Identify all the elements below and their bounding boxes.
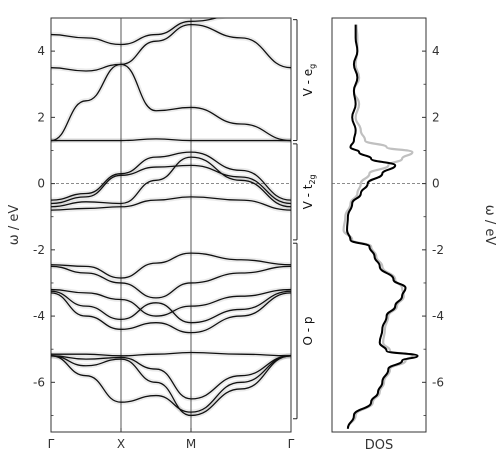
band-y-tick-label: 4 [37,44,45,58]
band-4 [51,151,291,201]
band-8 [51,252,291,279]
region-label-text: O - p [301,316,315,345]
band-13 [51,351,291,357]
dos-y-tick-label: 0 [432,177,440,191]
dos-y-tick-label: -6 [432,375,444,389]
dos-series-1 [342,24,414,429]
band-9 [51,265,291,299]
band-y-ticks: -6 -4 -2 0 2 4 [33,17,55,416]
band-y-tick-label: 0 [37,177,45,191]
dos-y-tick-label: 4 [432,44,440,58]
band-6 [51,156,291,208]
band-plot-frame [50,17,292,433]
dos-panel: -6 -4 -2 0 2 4 DOS ω / eV [331,17,497,453]
band-y-tick-label: -4 [33,309,45,323]
band-3 [51,63,291,142]
dos-series-0 [346,24,419,429]
band-x-tick-label: Γ [288,437,295,451]
region-label: V - eg [301,64,317,97]
band-16-shadow [51,353,291,418]
region-label-subscript: 2g [308,174,317,184]
band-2 [51,138,291,142]
band-14 [51,355,291,400]
band-x-tick-label: M [186,437,196,451]
band-3-shadow [51,61,291,144]
band-15 [51,355,291,413]
band-1 [51,23,291,72]
region-label: V - t2g [301,174,317,209]
dos-y-ticks: -6 -4 -2 0 2 4 [422,17,444,416]
dos-y-tick-label: -4 [432,309,444,323]
band-structure-panel: -6 -4 -2 0 2 4 Γ X M Γ ω / eV V - eg V - t2g O - p [7,17,317,451]
band-y-tick-label: -2 [33,243,45,257]
high-symmetry-lines [120,18,192,432]
region-label-text: V - t [301,184,315,209]
dos-x-axis-label: DOS [365,438,394,453]
band-0 [51,18,219,46]
region-label-subscript: g [308,64,317,69]
region-label-text: V - e [301,69,315,97]
band-x-tick-label: Γ [48,437,55,451]
band-11 [51,290,291,324]
band-x-tick-label: X [117,437,125,451]
band-16 [51,355,291,417]
band-y-tick-label: 2 [37,110,45,124]
dos-plot-frame [331,17,427,433]
dos-y-tick-label: 2 [432,110,440,124]
dos-y-axis-label: ω / eV [482,205,497,246]
band-12 [51,292,291,334]
band-y-axis-label: ω / eV [7,205,22,246]
dos-series-group [342,24,419,429]
band-y-tick-label: -6 [33,375,45,389]
band-10 [51,288,291,317]
band-7 [51,196,291,211]
orbital-region-brackets: V - eg V - t2g O - p [293,19,317,420]
band-series-group [51,18,291,418]
band-5 [51,164,291,205]
region-label: O - p [301,316,315,345]
dos-y-tick-label: -2 [432,243,444,257]
